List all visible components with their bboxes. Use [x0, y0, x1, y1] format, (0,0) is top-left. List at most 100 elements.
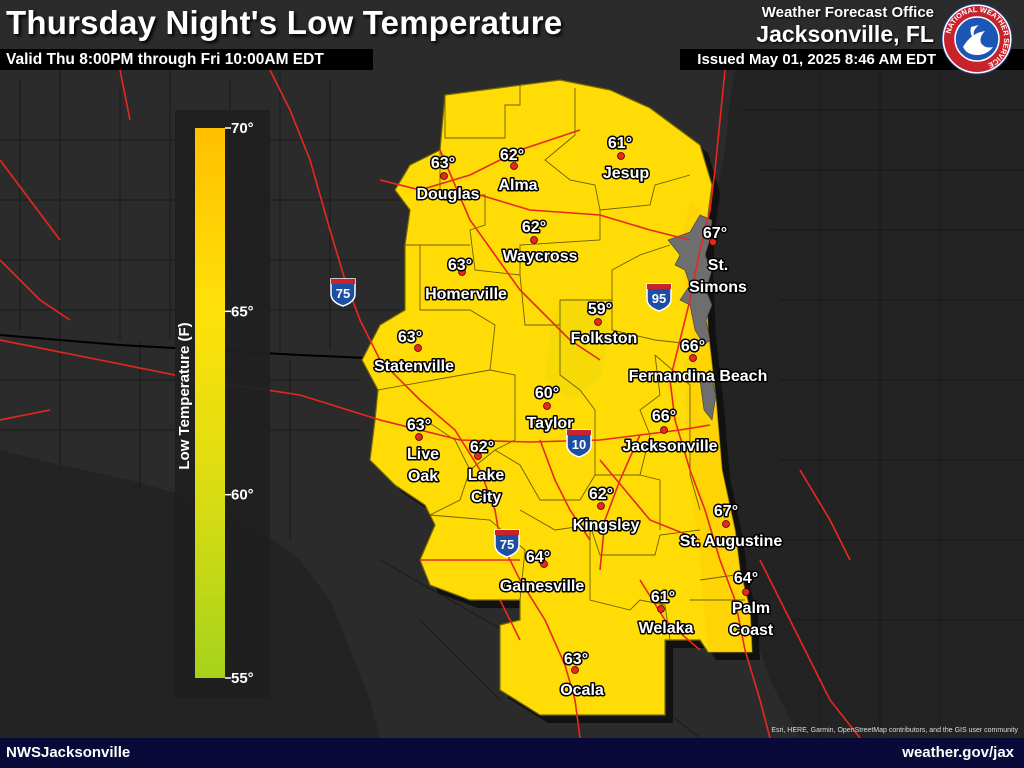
interstate-number: 95	[652, 291, 666, 306]
footer-social-handle[interactable]: NWSJacksonville	[6, 744, 131, 761]
footer: NWSJacksonville weather.gov/jax	[0, 738, 1024, 768]
city-temperature: 60°	[535, 385, 559, 402]
city-name: Welaka	[639, 620, 694, 637]
city-marker: 63° Douglas	[415, 154, 481, 205]
city-labels: 63° Douglas 62° Alma 61° Jesup 62° Waycross 67° S…	[372, 134, 784, 701]
city-dot-icon	[474, 452, 482, 460]
city-temperature: 63°	[564, 651, 588, 668]
city-marker: 66° Fernandina Beach	[627, 337, 769, 387]
legend-tick-label: 60°	[231, 487, 254, 504]
city-name: Live Oak	[407, 446, 439, 485]
legend-tick-label: 70°	[231, 120, 254, 137]
city-name: Alma	[498, 177, 537, 194]
city-marker: 61° Welaka	[637, 588, 695, 639]
interstate-shield-icon: 95	[646, 283, 672, 312]
city-temperature: 63°	[448, 257, 472, 274]
city-name: Douglas	[416, 186, 479, 203]
city-name: Jesup	[603, 165, 649, 182]
interstate-shield-icon: 10	[566, 429, 592, 458]
city-dot-icon	[458, 268, 466, 276]
city-marker: 59° Folkston	[569, 300, 639, 349]
city-marker: 62° Kingsley	[571, 485, 641, 536]
city-marker: 62° Waycross	[501, 218, 579, 267]
city-marker: 67° St. Simons	[688, 224, 749, 298]
city-temperature: 59°	[588, 301, 612, 318]
city-dot-icon	[657, 605, 665, 613]
city-dot-icon	[530, 236, 538, 244]
city-name: Statenville	[374, 358, 454, 375]
city-marker: 64° Gainesville	[498, 548, 586, 597]
city-dot-icon	[722, 520, 730, 528]
city-temperature: 62°	[522, 219, 546, 236]
city-dot-icon	[660, 426, 668, 434]
interstate-number: 10	[572, 437, 586, 452]
city-temperature: 62°	[589, 486, 613, 503]
city-dot-icon	[540, 560, 548, 568]
legend-ticks: 70° 65° 60° 55°	[225, 120, 254, 687]
office-name: Jacksonville, FL	[756, 21, 934, 47]
city-temperature: 61°	[651, 589, 675, 606]
city-dot-icon	[543, 402, 551, 410]
city-dot-icon	[597, 502, 605, 510]
city-dot-icon	[742, 588, 750, 596]
city-marker: 63° Homerville	[424, 256, 509, 305]
interstate-shields: 75 95 10 75	[330, 278, 672, 558]
city-marker: 66° Jacksonville	[621, 407, 719, 457]
city-dot-icon	[510, 162, 518, 170]
city-temperature: 66°	[681, 338, 705, 355]
interstate-shield-icon: 75	[330, 278, 356, 307]
city-temperature: 63°	[398, 329, 422, 346]
page-title: Thursday Night's Low Temperature	[6, 4, 563, 41]
city-marker: 61° Jesup	[601, 134, 650, 184]
nws-logo-icon: NATIONAL WEATHER SERVICE	[941, 3, 1013, 75]
valid-period: Valid Thu 8:00PM through Fri 10:00AM EDT	[0, 49, 373, 70]
legend-tick-label: 65°	[231, 303, 254, 320]
city-dot-icon	[709, 238, 717, 246]
legend-tick-label: 55°	[231, 670, 254, 687]
city-dot-icon	[617, 152, 625, 160]
office-label: Weather Forecast Office	[761, 4, 934, 21]
city-name: Waycross	[503, 248, 578, 265]
city-dot-icon	[415, 433, 423, 441]
city-name: Homerville	[425, 286, 507, 303]
cool-pocket	[545, 300, 610, 400]
city-temperature: 64°	[734, 570, 758, 587]
city-name: Gainesville	[500, 578, 585, 595]
interstate-number: 75	[336, 286, 350, 301]
city-marker: 62° Alma	[497, 146, 539, 196]
city-name: Jacksonville	[622, 438, 717, 455]
city-marker: 60° Taylor	[525, 384, 575, 434]
city-temperature: 61°	[608, 135, 632, 152]
footer-website-link[interactable]: weather.gov/jax	[902, 744, 1014, 761]
city-name: Ocala	[560, 682, 604, 699]
city-marker: 62° Lake City	[466, 438, 506, 508]
city-marker: 63° Statenville	[372, 328, 455, 377]
header: Thursday Night's Low Temperature Valid T…	[0, 0, 1024, 75]
interstate-number: 75	[500, 537, 514, 552]
city-temperature: 62°	[500, 147, 524, 164]
city-temperature: 67°	[703, 225, 727, 242]
city-name: Taylor	[527, 415, 574, 432]
city-dot-icon	[689, 354, 697, 362]
city-name: Palm Coast	[729, 600, 774, 639]
issued-time: Issued May 01, 2025 8:46 AM EDT	[680, 49, 1024, 70]
atlantic-ocean	[705, 70, 1024, 738]
legend-color-bar	[195, 128, 225, 678]
city-temperature: 63°	[407, 417, 431, 434]
city-temperature: 64°	[526, 549, 550, 566]
city-temperature: 63°	[431, 155, 455, 172]
city-marker: 63° Ocala	[559, 650, 606, 701]
city-marker: 63° Live Oak	[405, 416, 440, 487]
city-marker: 64° Palm Coast	[727, 569, 775, 641]
road-network	[0, 69, 861, 739]
city-name: Folkston	[571, 330, 638, 347]
legend-title: Low Temperature (F)	[176, 322, 193, 469]
city-name: Kingsley	[573, 517, 640, 534]
city-temperature: 66°	[652, 408, 676, 425]
city-marker: 67° St. Augustine	[678, 502, 784, 552]
city-dot-icon	[414, 344, 422, 352]
city-name: St. Simons	[689, 257, 747, 296]
city-name: Lake City	[468, 467, 505, 506]
map-attribution: Esri, HERE, Garmin, OpenStreetMap contri…	[771, 727, 1018, 734]
